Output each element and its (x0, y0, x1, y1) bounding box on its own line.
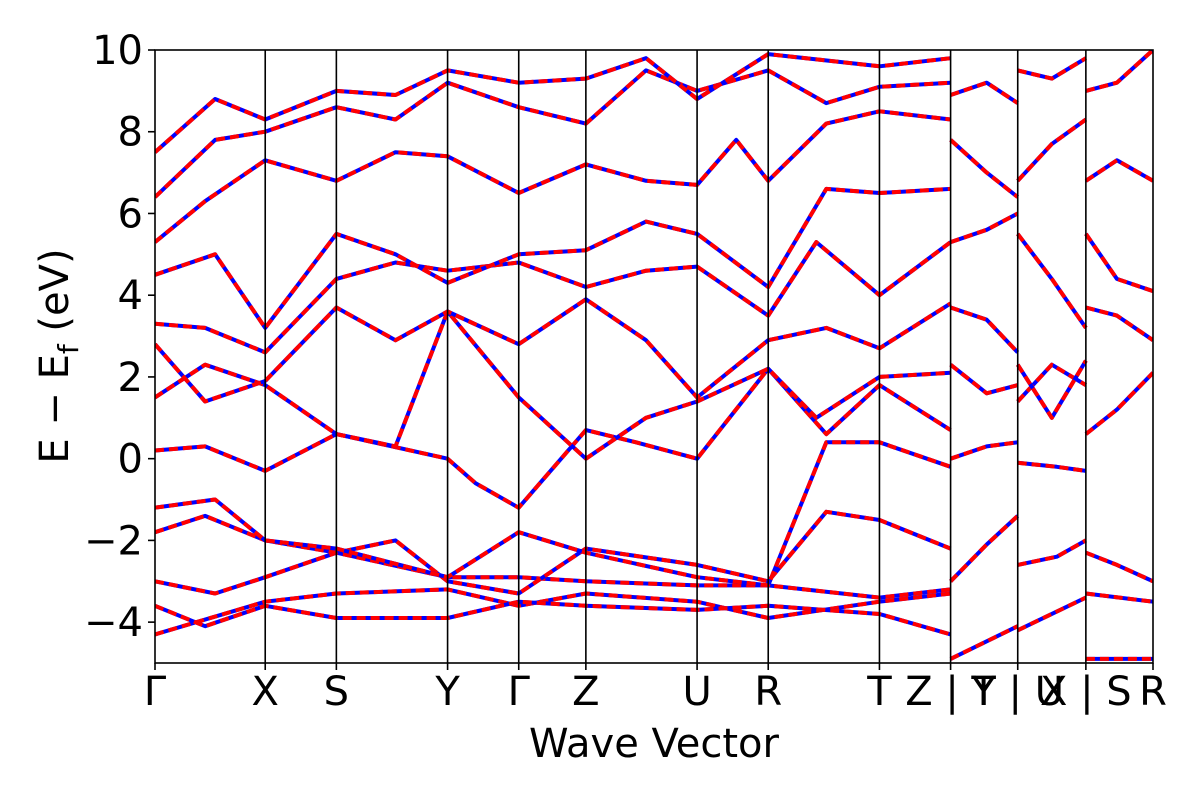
band-7-red (155, 297, 952, 404)
x-tick-label-1: X (252, 669, 279, 715)
y-axis-label-subscript: f (52, 343, 85, 354)
band-19-red (949, 138, 1019, 199)
x-tick-label-9: Z | Y (905, 669, 996, 715)
x-tick-label-5: Z (572, 669, 599, 715)
y-axis-label-unit: (eV) (32, 248, 78, 344)
band-5-red (155, 366, 952, 510)
band-8-red (155, 240, 952, 355)
band-34-red (1084, 232, 1153, 293)
x-tick-label-6: U (682, 669, 711, 715)
band-26-red (1016, 232, 1088, 330)
y-tick-label-7: −4 (84, 600, 143, 646)
band-9-red (155, 186, 951, 330)
y-tick-label-1: 8 (118, 110, 143, 156)
x-tick-label-0: Γ (144, 669, 167, 715)
band-20-red (949, 80, 1019, 105)
x-tick-label-10: T | U (970, 669, 1064, 715)
band-31-red (1085, 550, 1153, 584)
band-32-red (1084, 371, 1153, 436)
plot-frame (154, 49, 1154, 664)
band-4-red (155, 440, 952, 588)
band-1-red (155, 599, 952, 637)
band-27-red (1016, 117, 1088, 183)
band-11-red (155, 68, 951, 199)
x-tick-label-8: T (866, 669, 892, 715)
y-tick-label-5: 0 (118, 437, 143, 483)
x-axis-label: Wave Vector (529, 721, 780, 767)
y-axis-label: E − Ef (eV) (32, 248, 85, 463)
y-tick-label-0: 10 (92, 28, 143, 74)
x-tick-label-4: Γ (508, 669, 531, 715)
high-symmetry-lines (264, 50, 1087, 663)
band-16-red (949, 363, 1019, 396)
x-tick-label-12: R (1139, 669, 1167, 715)
x-tick-label-11: X | S (1040, 669, 1132, 715)
x-tick-label-3: Y (434, 669, 460, 715)
band-15-red (949, 440, 1018, 461)
band-22-red (1017, 538, 1087, 567)
y-tick-label-2: 6 (118, 191, 143, 237)
y-axis-ticks: 10 8 6 4 2 0 −2 −4 (84, 28, 155, 646)
band-18-red (949, 211, 1019, 244)
y-axis-label-main: E − E (32, 354, 78, 464)
x-tick-label-7: R (754, 669, 782, 715)
band-13-red (949, 624, 1019, 661)
band-17-blue (949, 305, 1020, 354)
y-tick-label-3: 4 (118, 273, 143, 319)
band-6-blue (155, 309, 951, 461)
y-tick-label-4: 2 (118, 355, 143, 401)
band-33-red (1085, 305, 1153, 342)
band-23-red (1017, 460, 1087, 473)
band-30-red (1085, 591, 1153, 604)
band-21-red (1016, 595, 1087, 633)
band-14-red (949, 514, 1020, 583)
band-25-red (1016, 359, 1088, 420)
y-tick-label-6: −2 (84, 518, 143, 564)
band-35-red (1084, 158, 1153, 183)
band-36-red (1085, 50, 1153, 93)
band-28-red (1017, 56, 1087, 81)
band-2-red (155, 550, 951, 600)
x-tick-label-2: S (324, 669, 349, 715)
